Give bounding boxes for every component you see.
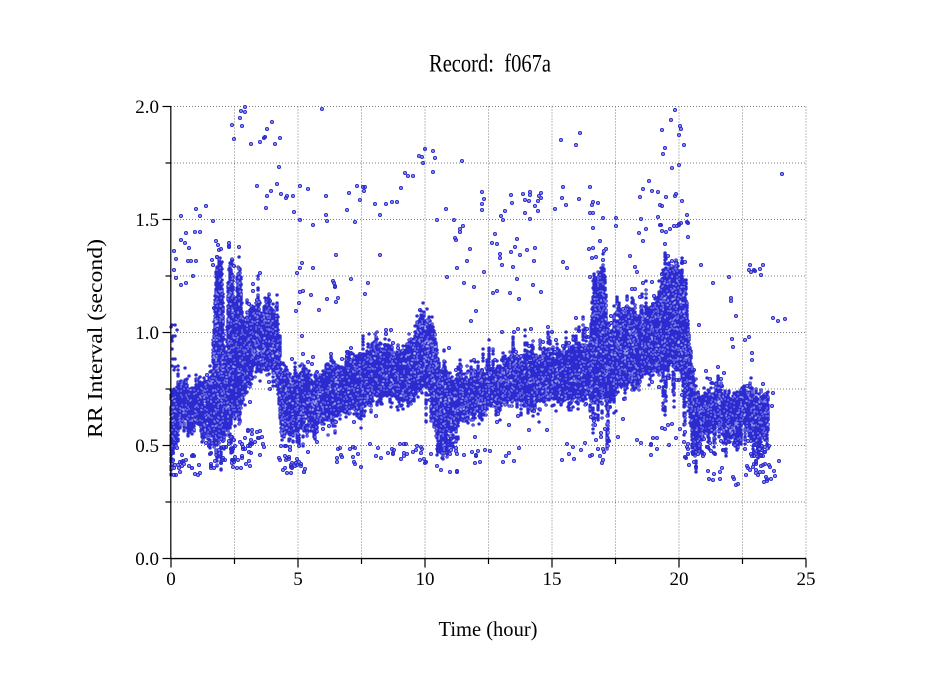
svg-text:25: 25 xyxy=(797,569,816,590)
svg-text:1.0: 1.0 xyxy=(135,323,159,344)
svg-text:2.0: 2.0 xyxy=(135,97,159,118)
svg-text:15: 15 xyxy=(543,569,562,590)
svg-text:0.5: 0.5 xyxy=(135,436,159,457)
svg-text:5: 5 xyxy=(293,569,303,590)
svg-text:Record: f067a: Record: f067a xyxy=(429,51,551,78)
svg-text:10: 10 xyxy=(416,569,435,590)
svg-text:20: 20 xyxy=(670,569,689,590)
svg-text:0.0: 0.0 xyxy=(135,549,159,570)
svg-text:Time (hour): Time (hour) xyxy=(439,617,538,641)
svg-text:0: 0 xyxy=(166,569,176,590)
svg-text:RR Interval (second): RR Interval (second) xyxy=(83,239,107,438)
svg-text:1.5: 1.5 xyxy=(135,210,159,231)
